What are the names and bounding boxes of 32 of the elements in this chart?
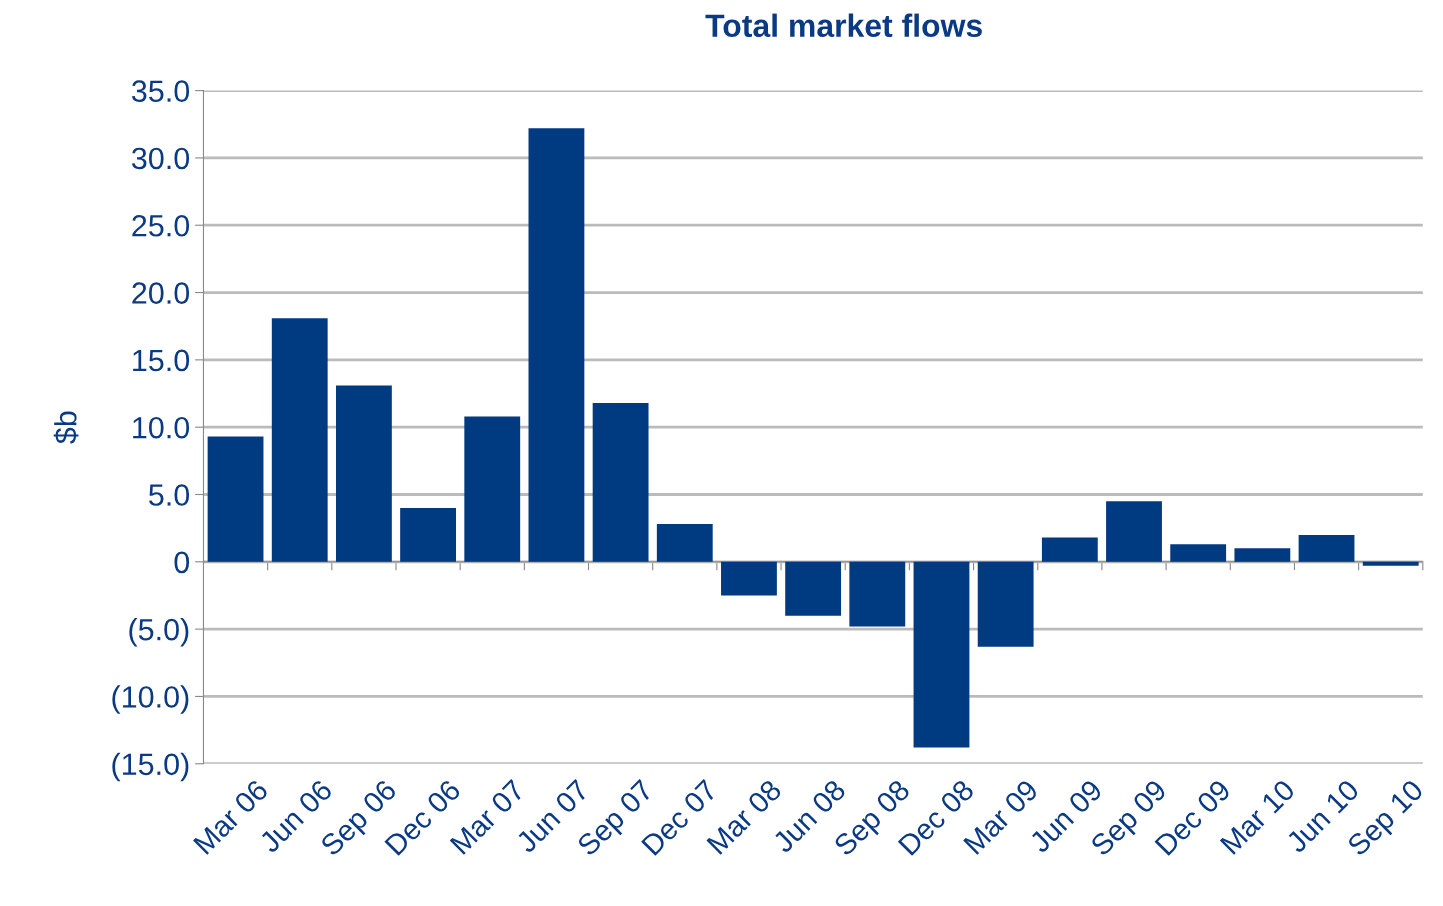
bar	[913, 561, 970, 748]
y-tick-label: 15.0	[133, 349, 190, 372]
y-tick-label: 35.0	[131, 80, 190, 102]
y-tick-label: 0	[174, 551, 190, 574]
bar	[785, 561, 842, 616]
chart-title: Total market flows	[705, 13, 982, 38]
bar	[849, 561, 906, 627]
bar	[1041, 537, 1098, 562]
bar	[271, 318, 328, 562]
bar	[528, 128, 585, 562]
y-tick-label: 20.0	[132, 282, 190, 304]
bar	[1170, 544, 1227, 562]
bar	[656, 524, 713, 562]
bar	[400, 507, 456, 562]
bar	[1106, 501, 1162, 562]
y-tick-label: 10.0	[133, 416, 190, 439]
y-tick-label: (15.0)	[112, 752, 189, 782]
bar	[1362, 561, 1419, 566]
y-axis-title: $b	[53, 411, 79, 444]
y-tick-label: 5.0	[149, 484, 190, 506]
bar	[207, 436, 264, 562]
bar	[721, 561, 777, 596]
bar	[1298, 534, 1355, 562]
bar	[464, 416, 521, 562]
y-tick-label: (5.0)	[129, 618, 189, 647]
y-tick-label: 30.0	[131, 147, 190, 170]
bar	[977, 561, 1034, 647]
bar	[1234, 548, 1291, 562]
y-tick-label: 25.0	[132, 214, 190, 237]
bar	[335, 385, 392, 562]
bar	[592, 402, 649, 562]
y-tick-label: (10.0)	[112, 685, 189, 714]
